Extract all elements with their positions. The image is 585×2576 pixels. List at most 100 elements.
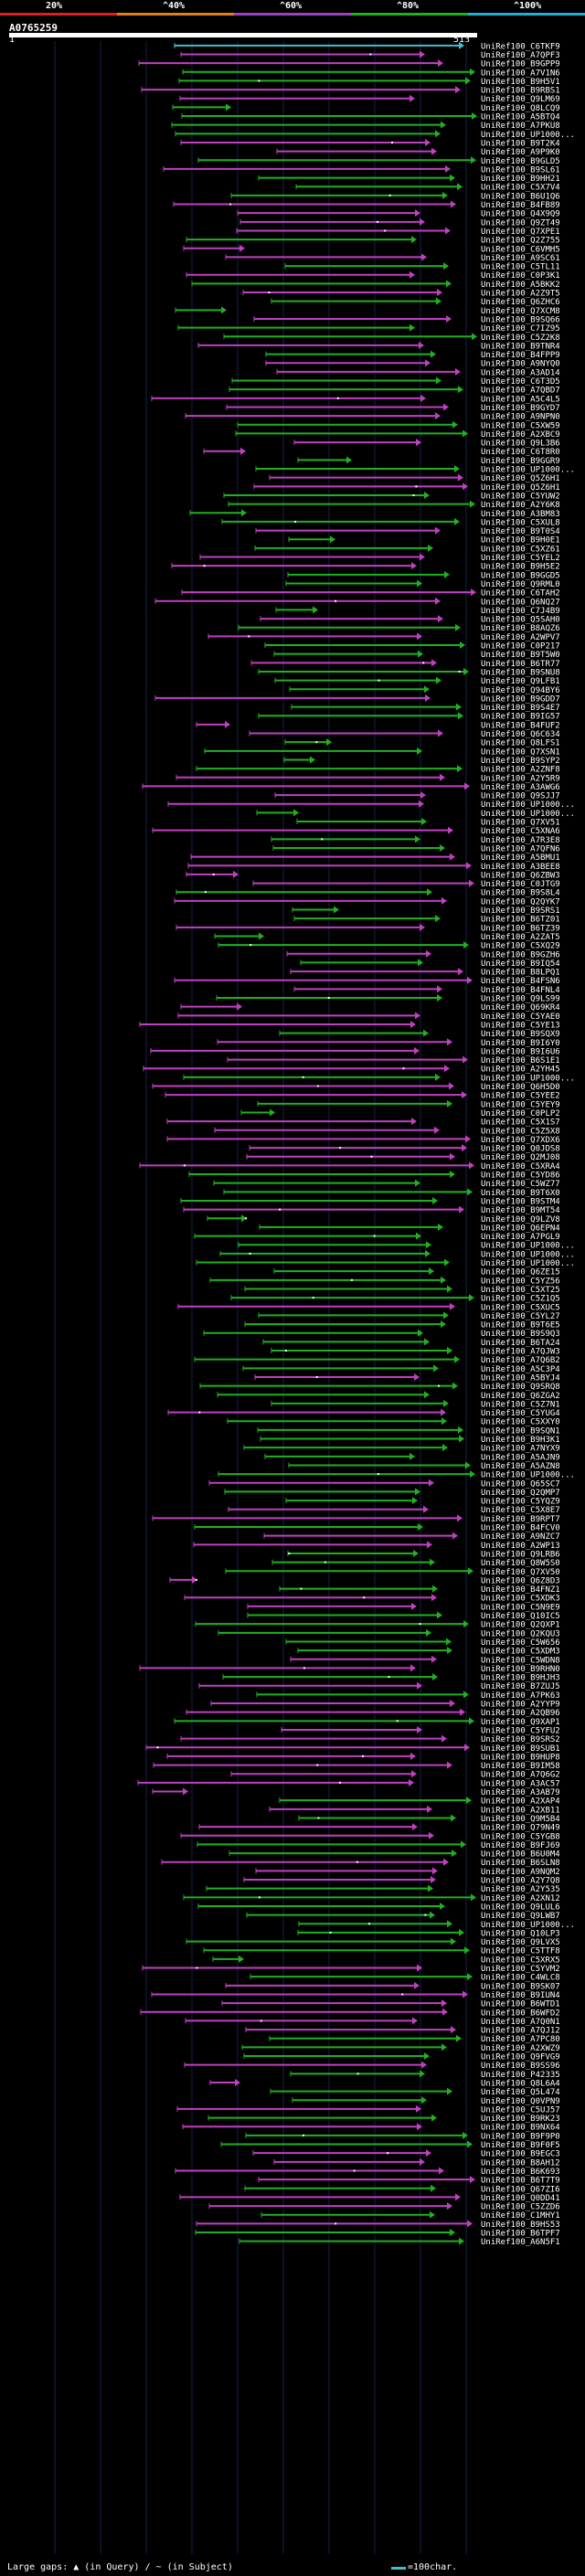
hit-label[interactable]: UniRef100_A3BEE8 [481,863,560,872]
hit-label[interactable]: UniRef100_Q9LRB6 [481,1550,560,1559]
hit-label[interactable]: UniRef100_Q9SRQ8 [481,1383,560,1392]
hit-label[interactable]: UniRef100_A7PKU8 [481,122,560,131]
hit-label[interactable]: UniRef100_B9T5W0 [481,651,560,660]
hit-label[interactable]: UniRef100_B9HUP8 [481,1753,560,1762]
hit-label[interactable]: UniRef100_A7QJ12 [481,2027,560,2036]
hit-label[interactable]: UniRef100_A7PGL9 [481,1233,560,1242]
hit-label[interactable]: UniRef100_Q8W5S0 [481,1559,560,1568]
hit-label[interactable]: UniRef100_B9SUB1 [481,1744,560,1754]
hit-label[interactable]: UniRef100_C5X1S7 [481,1118,560,1128]
hit-label[interactable]: UniRef100_UP1000... [481,1074,575,1083]
hit-label[interactable]: UniRef100_UP1000... [481,466,575,475]
hit-label[interactable]: UniRef100_B8AQZ6 [481,624,560,633]
hit-label[interactable]: UniRef100_B6TZ39 [481,924,560,933]
hit-label[interactable]: UniRef100_C5TTF8 [481,1947,560,1956]
hit-label[interactable]: UniRef100_C5YEE2 [481,1092,560,1101]
hit-label[interactable]: UniRef100_B9I6Y0 [481,1039,560,1048]
hit-label[interactable]: UniRef100_Q4X9Q9 [481,210,560,219]
hit-label[interactable]: UniRef100_Q9L3B6 [481,440,560,449]
hit-label[interactable]: UniRef100_B4FUF2 [481,721,560,730]
hit-label[interactable]: UniRef100_A2ZAT5 [481,933,560,942]
hit-label[interactable]: UniRef100_Q9ZT49 [481,218,560,228]
hit-label[interactable]: UniRef100_Q0VPN9 [481,2097,560,2106]
hit-label[interactable]: UniRef100_C5XW59 [481,421,560,430]
hit-label[interactable]: UniRef100_C5XRA4 [481,1162,560,1171]
hit-label[interactable]: UniRef100_C1MHY1 [481,2211,560,2221]
hit-label[interactable]: UniRef100_Q6H5D0 [481,1083,560,1092]
hit-label[interactable]: UniRef100_Q2MJ08 [481,1153,560,1162]
hit-label[interactable]: UniRef100_B9RK23 [481,2115,560,2124]
hit-label[interactable]: UniRef100_UP1000... [481,1259,575,1268]
hit-label[interactable]: UniRef100_C4WLC8 [481,1974,560,1983]
hit-label[interactable]: UniRef100_C0PLP2 [481,1109,560,1118]
hit-label[interactable]: UniRef100_A7QFN6 [481,844,560,853]
hit-label[interactable]: UniRef100_Q7XPE1 [481,228,560,237]
hit-label[interactable]: UniRef100_A7QPF3 [481,51,560,60]
hit-label[interactable]: UniRef100_C6TAH2 [481,589,560,599]
hit-label[interactable]: UniRef100_B9HJH3 [481,1674,560,1683]
hit-label[interactable]: UniRef100_C5XUC5 [481,1303,560,1312]
hit-label[interactable]: UniRef100_A2Y5R9 [481,774,560,783]
hit-label[interactable]: UniRef100_B9H5E2 [481,563,560,572]
hit-label[interactable]: UniRef100_Q2QXP1 [481,1621,560,1630]
hit-label[interactable]: UniRef100_B9MT54 [481,1206,560,1215]
hit-label[interactable]: UniRef100_C5YAE0 [481,1012,560,1022]
hit-label[interactable]: UniRef100_A5BTQ4 [481,113,560,122]
hit-label[interactable]: UniRef100_B6T7T9 [481,2177,560,2186]
hit-label[interactable]: UniRef100_Q7XCM8 [481,307,560,316]
hit-label[interactable]: UniRef100_C5YUG4 [481,1409,560,1418]
hit-label[interactable]: UniRef100_B9FJ69 [481,1841,560,1850]
hit-label[interactable]: UniRef100_B9GYD7 [481,404,560,413]
hit-label[interactable]: UniRef100_Q67ZI6 [481,2185,560,2194]
hit-label[interactable]: UniRef100_Q6ZBW3 [481,871,560,880]
hit-label[interactable]: UniRef100_Q6ZE15 [481,1268,560,1277]
hit-label[interactable]: UniRef100_B9TNR4 [481,342,560,351]
hit-label[interactable]: UniRef100_UP1000... [481,1242,575,1251]
hit-label[interactable]: UniRef100_A2QB96 [481,1709,560,1718]
hit-label[interactable]: UniRef100_B9HS53 [481,2221,560,2230]
hit-label[interactable]: UniRef100_P42335 [481,2071,560,2080]
hit-label[interactable]: UniRef100_Q7XSN1 [481,747,560,757]
hit-label[interactable]: UniRef100_Q6ZGA2 [481,1392,560,1401]
hit-label[interactable]: UniRef100_A5C3P4 [481,1365,560,1374]
hit-label[interactable]: UniRef100_Q7XV51 [481,819,560,828]
hit-label[interactable]: UniRef100_A9SC61 [481,254,560,263]
hit-label[interactable]: UniRef100_B9GLD5 [481,157,560,166]
hit-label[interactable]: UniRef100_C5XQ29 [481,942,560,951]
hit-label[interactable]: UniRef100_B9IQ54 [481,959,560,969]
hit-label[interactable]: UniRef100_Q9LFB1 [481,677,560,686]
hit-label[interactable]: UniRef100_A9P9K0 [481,148,560,157]
hit-label[interactable]: UniRef100_Q9FVG9 [481,2053,560,2062]
hit-label[interactable]: UniRef100_Q9SJJ7 [481,792,560,801]
hit-label[interactable]: UniRef100_Q6NQ27 [481,598,560,607]
hit-label[interactable]: UniRef100_B9IUN4 [481,1991,560,2000]
hit-label[interactable]: UniRef100_C5XDM3 [481,1648,560,1657]
hit-label[interactable]: UniRef100_B6SLN8 [481,1859,560,1868]
hit-label[interactable]: UniRef100_Q6EPN4 [481,1224,560,1233]
hit-label[interactable]: UniRef100_Q10IC5 [481,1612,560,1621]
hit-label[interactable]: UniRef100_C5WDN8 [481,1656,560,1665]
hit-label[interactable]: UniRef100_Q5L474 [481,2088,560,2097]
hit-label[interactable]: UniRef100_C5XT25 [481,1286,560,1295]
hit-label[interactable]: UniRef100_B9S8L4 [481,889,560,898]
hit-label[interactable]: UniRef100_B9I6U6 [481,1047,560,1056]
hit-label[interactable]: UniRef100_UP1000... [481,1250,575,1259]
hit-label[interactable]: UniRef100_B6S1E1 [481,1056,560,1065]
hit-label[interactable]: UniRef100_B8AH12 [481,2158,560,2168]
hit-label[interactable]: UniRef100_A2Y535 [481,1885,560,1894]
hit-label[interactable]: UniRef100_B4FNL4 [481,986,560,995]
hit-label[interactable]: UniRef100_Q9LS99 [481,995,560,1004]
hit-label[interactable]: UniRef100_Q2KQU3 [481,1629,560,1638]
hit-label[interactable]: UniRef100_A2WP13 [481,1542,560,1551]
hit-label[interactable]: UniRef100_A3AWG6 [481,783,560,792]
hit-label[interactable]: UniRef100_B6U0M4 [481,1850,560,1860]
hit-label[interactable]: UniRef100_C5N9E9 [481,1603,560,1612]
hit-label[interactable]: UniRef100_Q9LZV8 [481,1215,560,1224]
hit-label[interactable]: UniRef100_B9H3K1 [481,1436,560,1445]
hit-label[interactable]: UniRef100_C5XRX5 [481,1956,560,1965]
hit-label[interactable]: UniRef100_C5Z7N1 [481,1400,560,1409]
hit-label[interactable]: UniRef100_C5WZ77 [481,1180,560,1189]
hit-label[interactable]: UniRef100_UP1000... [481,131,575,140]
hit-label[interactable]: UniRef100_B9SQ66 [481,315,560,324]
hit-label[interactable]: UniRef100_C0P3K1 [481,271,560,281]
